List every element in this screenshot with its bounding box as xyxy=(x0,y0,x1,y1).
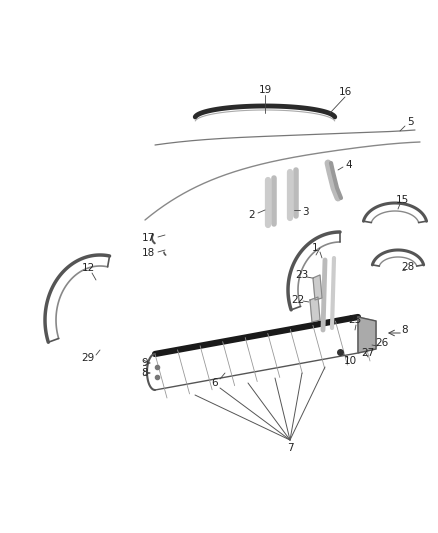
Text: 6: 6 xyxy=(212,378,218,388)
Text: 7: 7 xyxy=(287,443,293,453)
Polygon shape xyxy=(358,317,376,353)
Text: 23: 23 xyxy=(295,270,309,280)
Text: 5: 5 xyxy=(407,117,413,127)
Text: 18: 18 xyxy=(142,248,155,258)
Text: 9: 9 xyxy=(141,358,148,368)
Text: 8: 8 xyxy=(402,325,408,335)
Text: 26: 26 xyxy=(375,338,389,348)
Polygon shape xyxy=(313,275,322,300)
Text: 22: 22 xyxy=(291,295,304,305)
Text: 10: 10 xyxy=(343,356,357,366)
Text: 27: 27 xyxy=(361,348,374,358)
Text: 25: 25 xyxy=(348,315,362,325)
Text: 12: 12 xyxy=(81,263,95,273)
Text: 17: 17 xyxy=(142,233,155,243)
Text: 15: 15 xyxy=(396,195,409,205)
Text: 8: 8 xyxy=(141,368,148,378)
Polygon shape xyxy=(310,297,320,322)
Text: 3: 3 xyxy=(302,207,309,217)
Text: 4: 4 xyxy=(345,160,352,170)
Text: 16: 16 xyxy=(339,87,352,97)
Text: 29: 29 xyxy=(81,353,95,363)
Text: 28: 28 xyxy=(401,262,415,272)
Text: 1: 1 xyxy=(312,243,318,253)
Text: 2: 2 xyxy=(248,210,255,220)
Text: 19: 19 xyxy=(258,85,272,95)
